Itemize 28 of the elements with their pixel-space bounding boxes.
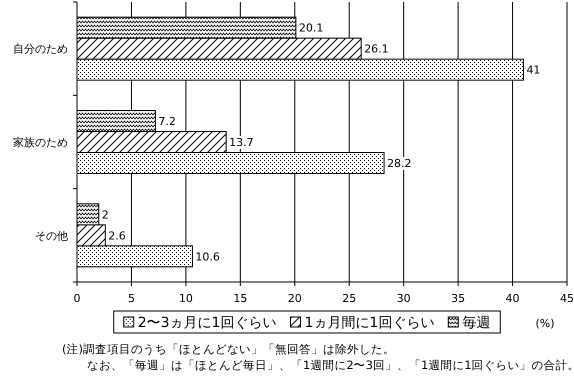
data-label: 10.6 [195, 250, 220, 264]
text: なお、「毎週」は「ほとんど毎日」、「1週間に2〜3回」、「1週間に1回ぐらい」の合計。 [87, 358, 574, 372]
data-label: 41 [526, 64, 540, 77]
data-label: 13.7 [229, 136, 254, 149]
data-label: 2 [102, 208, 109, 222]
data-label: 2.6 [108, 229, 126, 242]
x-tick-label: 15 [233, 292, 248, 305]
data-label: 20.1 [298, 22, 324, 35]
x-tick-label: 45 [560, 292, 574, 305]
x-tick-label: 25 [342, 292, 356, 305]
data-label: 26.1 [364, 42, 389, 56]
y-tick-label: その他 [35, 229, 68, 242]
y-tick-label: 自分のため [13, 42, 68, 56]
text: (注)調査項目のうち「ほとんどない」「無回答」は除外した。 [62, 342, 395, 356]
x-tick-label: 20 [288, 292, 302, 305]
data-label: 28.2 [387, 157, 412, 170]
legend-label: 毎週 [462, 315, 490, 331]
data-label: 7.2 [158, 115, 176, 128]
x-tick-label: 10 [178, 292, 193, 305]
x-tick-label: 5 [128, 292, 135, 305]
y-tick-label: 家族のため [13, 136, 68, 149]
legend-label: 1ヵ月間に1回ぐらい [304, 315, 434, 331]
x-tick-label: 30 [396, 292, 411, 305]
x-tick-label: 40 [506, 292, 520, 305]
x-tick-label: 0 [74, 292, 80, 305]
legend-label: 2〜3ヵ月に1回ぐらい [138, 315, 276, 331]
x-tick-label: 35 [451, 292, 466, 305]
x-axis-title: (%) [535, 317, 555, 330]
